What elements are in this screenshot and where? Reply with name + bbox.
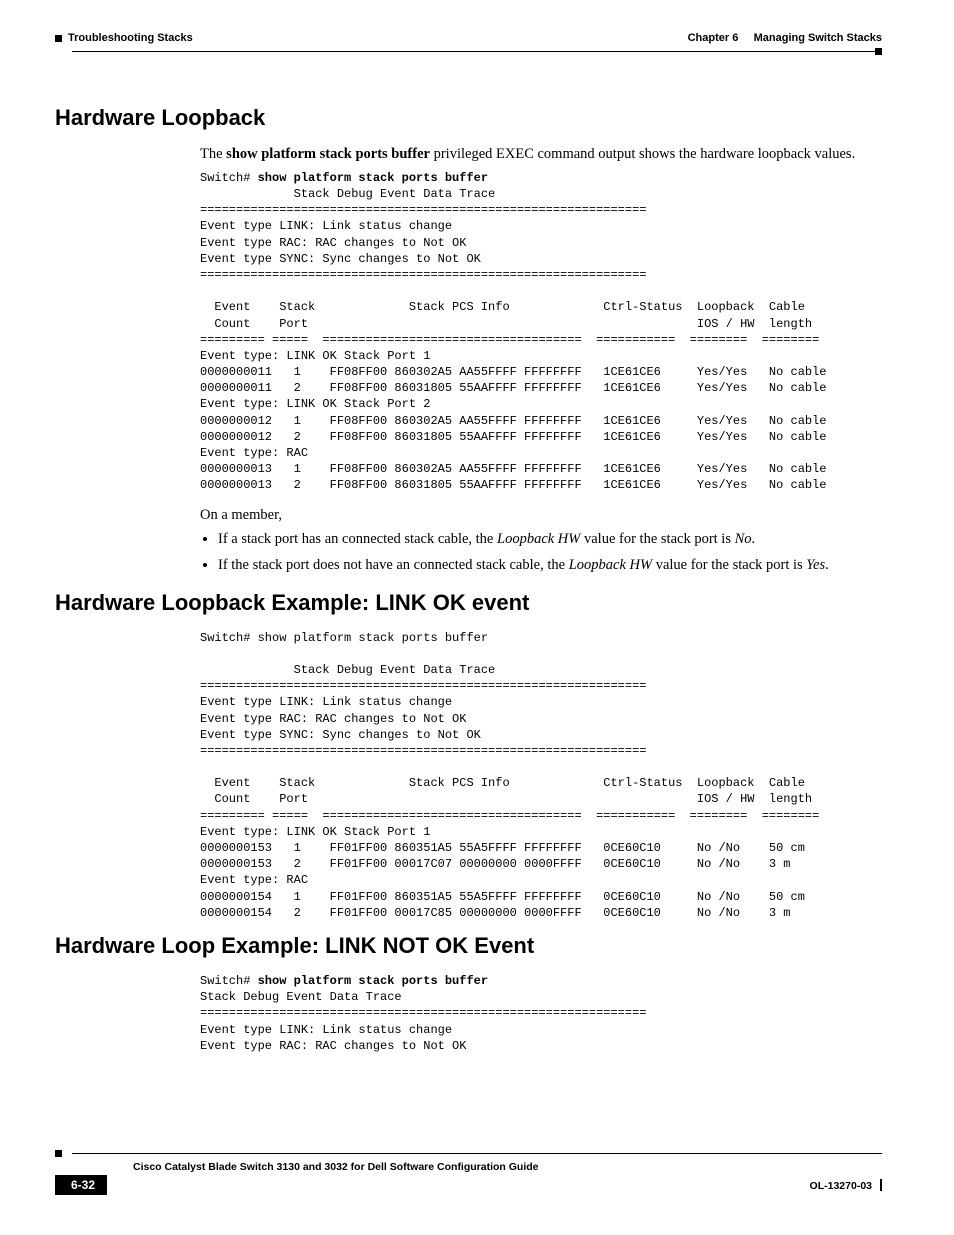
section-heading-hardware-loopback: Hardware Loopback [55, 105, 882, 131]
b2-val: Yes [806, 557, 825, 573]
code1-prompt: Switch# [200, 171, 258, 185]
bullet-1: If a stack port has an connected stack c… [218, 530, 882, 550]
b1-em: Loopback HW [497, 531, 580, 547]
b1-end: . [752, 531, 756, 547]
section-heading-link-ok: Hardware Loopback Example: LINK OK event [55, 590, 882, 616]
code-block-3: Switch# show platform stack ports buffer… [200, 973, 882, 1054]
after-code-text: On a member, [200, 506, 882, 525]
doc-number: OL-13270-03 [810, 1180, 872, 1192]
header-marker-icon [55, 35, 62, 42]
code-block-1: Switch# show platform stack ports buffer… [200, 170, 882, 494]
intro-command: show platform stack ports buffer [226, 146, 430, 162]
intro-pre: The [200, 146, 226, 162]
footer-end-bar-icon [880, 1179, 882, 1191]
code1-command: show platform stack ports buffer [258, 171, 488, 185]
code-block-2: Switch# show platform stack ports buffer… [200, 630, 882, 921]
chapter-label: Chapter 6 [688, 32, 739, 44]
header-rule-row [55, 48, 882, 55]
chapter-title: Managing Switch Stacks [754, 32, 882, 44]
bullet-list: If a stack port has an connected stack c… [200, 530, 882, 575]
b2-mid: value for the stack port is [652, 557, 806, 573]
breadcrumb-text: Troubleshooting Stacks [68, 32, 193, 44]
header-end-marker-icon [875, 48, 882, 55]
footer-start-marker-icon [55, 1150, 62, 1157]
page-footer: Cisco Catalyst Blade Switch 3130 and 303… [55, 1150, 882, 1195]
code3-rest: Stack Debug Event Data Trace ===========… [200, 990, 646, 1053]
code3-prompt: Switch# [200, 974, 258, 988]
intro-paragraph: The show platform stack ports buffer pri… [200, 145, 882, 164]
b2-em: Loopback HW [569, 557, 652, 573]
header-rule [72, 51, 875, 52]
b2-pre: If the stack port does not have an conne… [218, 557, 569, 573]
footer-rule-line [72, 1153, 882, 1154]
page-number-badge: 6-32 [55, 1175, 107, 1195]
footer-doc-title: Cisco Catalyst Blade Switch 3130 and 303… [133, 1161, 882, 1173]
code3-command: show platform stack ports buffer [258, 974, 488, 988]
b2-end: . [825, 557, 829, 573]
bullet-2: If the stack port does not have an conne… [218, 556, 882, 576]
intro-post: privileged EXEC command output shows the… [430, 146, 855, 162]
b1-mid: value for the stack port is [580, 531, 734, 547]
section-heading-link-not-ok: Hardware Loop Example: LINK NOT OK Event [55, 933, 882, 959]
page-header: Troubleshooting Stacks Chapter 6 Managin… [55, 32, 882, 44]
b1-pre: If a stack port has an connected stack c… [218, 531, 497, 547]
b1-val: No [735, 531, 752, 547]
